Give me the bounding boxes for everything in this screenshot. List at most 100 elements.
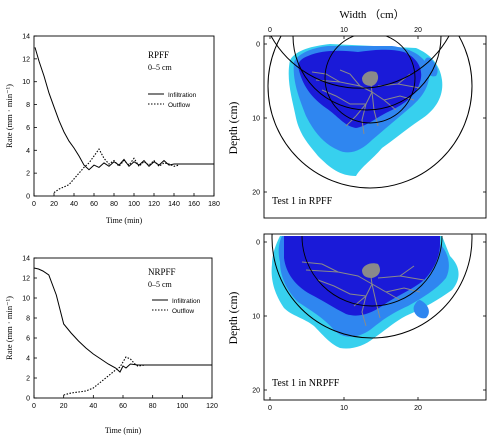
nrpff-infiltration-line bbox=[33, 267, 212, 373]
nrpff-dye-map: 0 10 20 0 10 20 Depth (cm) Test 1 in NRPFF bbox=[228, 233, 487, 412]
rpff-legend: Infiltration Outflow bbox=[148, 92, 197, 109]
nrpff-title: NRPFF bbox=[148, 267, 176, 277]
rpff-small-circle bbox=[324, 36, 416, 124]
rpff-x-tick-label: 120 bbox=[148, 201, 160, 208]
nrpff-y-tick-label: 4 bbox=[26, 356, 30, 363]
nrpff-x-tick-label: 20 bbox=[60, 403, 68, 410]
nrpff-y-tick-label: 10 bbox=[22, 296, 30, 303]
rpff-map-x-tick-label: 20 bbox=[414, 27, 422, 34]
nrpff-reference-circles bbox=[271, 234, 473, 339]
rpff-test-label: Test 1 in RPFF bbox=[272, 196, 333, 207]
rpff-legend-outflow-label: Outflow bbox=[168, 102, 190, 109]
nrpff-y-tick-label: 6 bbox=[26, 336, 30, 343]
rpff-x-tick-label: 20 bbox=[50, 201, 58, 208]
nrpff-y-tick-label: 8 bbox=[26, 316, 30, 323]
nrpff-map-y-tick-label: 10 bbox=[252, 314, 260, 321]
root-strand bbox=[305, 269, 373, 285]
nrpff-dark-zone bbox=[284, 236, 440, 316]
nrpff-x-tick-label: 0 bbox=[32, 403, 36, 410]
root-strand bbox=[317, 279, 367, 297]
nrpff-y-tick-label: 0 bbox=[26, 396, 30, 403]
rpff-y-tick-label: 10 bbox=[22, 79, 30, 86]
root-strand bbox=[361, 295, 367, 327]
root-strand bbox=[339, 69, 361, 87]
rpff-x-tick-label: 160 bbox=[188, 201, 200, 208]
nrpff-subtitle: 0–5 cm bbox=[148, 280, 173, 289]
nrpff-x-tick-label: 120 bbox=[206, 403, 218, 410]
nrpff-plot-frame bbox=[33, 257, 213, 399]
nrpff-map-x-tick-label: 20 bbox=[414, 405, 422, 412]
nrpff-legend-outflow-label: Outflow bbox=[172, 308, 194, 315]
rpff-plot-frame bbox=[33, 35, 215, 197]
root-strand bbox=[371, 283, 381, 319]
nrpff-x-tick-label: 40 bbox=[89, 403, 97, 410]
rpff-x-tick-label: 180 bbox=[208, 201, 220, 208]
rpff-y-tick-label: 12 bbox=[22, 56, 30, 63]
rpff-map-y-tick-label: 10 bbox=[252, 116, 260, 123]
root-strand bbox=[345, 115, 357, 127]
rpff-x-axis-label: Time (min) bbox=[106, 216, 143, 225]
rpff-x-tick-label: 140 bbox=[168, 201, 180, 208]
rpff-map-frame bbox=[263, 35, 487, 219]
root-strand bbox=[321, 89, 366, 105]
rpff-map-x-tick-label: 10 bbox=[340, 27, 348, 34]
rpff-x-tick-label: 60 bbox=[90, 201, 98, 208]
rpff-outflow-line bbox=[53, 148, 180, 194]
nrpff-y-axis-label: Rate (mm · min⁻¹) bbox=[4, 296, 14, 360]
nrpff-map-y-tick-label: 0 bbox=[256, 240, 260, 247]
nrpff-outer-circle bbox=[271, 234, 473, 339]
rpff-title: RPFF bbox=[148, 50, 169, 60]
nrpff-small-circle bbox=[301, 235, 443, 307]
nrpff-dye-pattern bbox=[271, 236, 459, 349]
nrpff-mid-spot bbox=[413, 300, 429, 319]
rpff-x-tick-label: 0 bbox=[32, 201, 36, 208]
rpff-subtitle: 0–5 cm bbox=[148, 63, 173, 72]
nrpff-x-tick-label: 60 bbox=[119, 403, 127, 410]
rpff-x-tick-label: 80 bbox=[110, 201, 118, 208]
nrpff-x-axis-label: Time (min) bbox=[105, 426, 142, 435]
root-strand bbox=[315, 79, 373, 93]
rpff-map-y-tick-label: 20 bbox=[252, 190, 260, 197]
rpff-x-tick-label: 100 bbox=[128, 201, 140, 208]
nrpff-x-tick-label: 100 bbox=[176, 403, 188, 410]
nrpff-root-crown bbox=[362, 263, 380, 278]
rpff-infiltration-line bbox=[34, 47, 214, 171]
root-strand bbox=[311, 71, 341, 83]
nrpff-test-label: Test 1 in NRPFF bbox=[272, 378, 340, 389]
rpff-y-axis-label: Rate (mm · min⁻¹) bbox=[4, 84, 14, 148]
root-strand bbox=[383, 95, 415, 101]
root-strand bbox=[361, 103, 367, 135]
nrpff-x-tick-label: 80 bbox=[149, 403, 157, 410]
rpff-dye-map: 0 10 20 0 10 20 Width （cm） Depth (cm) Test 1 … bbox=[228, 8, 487, 219]
nrpff-y-tick-label: 12 bbox=[22, 276, 30, 283]
rpff-map-y-tick-label: 0 bbox=[256, 42, 260, 49]
nrpff-y-tick-label: 14 bbox=[22, 256, 30, 263]
nrpff-outflow-line bbox=[63, 356, 212, 396]
root-strand bbox=[385, 287, 421, 293]
nrpff-legend: Infiltration Outflow bbox=[152, 298, 201, 315]
rpff-y-tick-label: 14 bbox=[22, 34, 30, 41]
nrpff-legend-infiltration-label: Infiltration bbox=[172, 298, 201, 305]
nrpff-map-x-tick-label: 10 bbox=[340, 405, 348, 412]
rpff-legend-infiltration-label: Infiltration bbox=[168, 92, 197, 99]
rpff-y-tick-label: 4 bbox=[26, 148, 30, 155]
rpff-depth-axis-label: Depth (cm) bbox=[228, 101, 240, 154]
rpff-reference-circles bbox=[267, 36, 473, 189]
root-strand bbox=[301, 261, 339, 273]
rpff-rate-chart: 0 20 40 60 80 100 120 140 160 180 0 2 4 6 8 10 12 14 RPFF… bbox=[4, 34, 220, 226]
rpff-map-x-tick-label: 0 bbox=[268, 27, 272, 34]
rpff-x-tick-label: 40 bbox=[70, 201, 78, 208]
rpff-y-tick-label: 0 bbox=[26, 194, 30, 201]
nrpff-map-x-tick-label: 0 bbox=[268, 405, 272, 412]
rpff-dark-zone bbox=[298, 49, 422, 128]
nrpff-map-y-tick-label: 20 bbox=[252, 388, 260, 395]
rpff-width-axis-label: Width （cm） bbox=[339, 8, 404, 21]
rpff-light-fringe bbox=[316, 150, 342, 170]
nrpff-depth-axis-label: Depth (cm) bbox=[228, 291, 240, 344]
rpff-outer-arc-left bbox=[270, 36, 450, 89]
rpff-y-tick-label: 8 bbox=[26, 102, 30, 109]
rpff-outer-circle bbox=[267, 36, 473, 189]
rpff-y-tick-label: 2 bbox=[26, 171, 30, 178]
